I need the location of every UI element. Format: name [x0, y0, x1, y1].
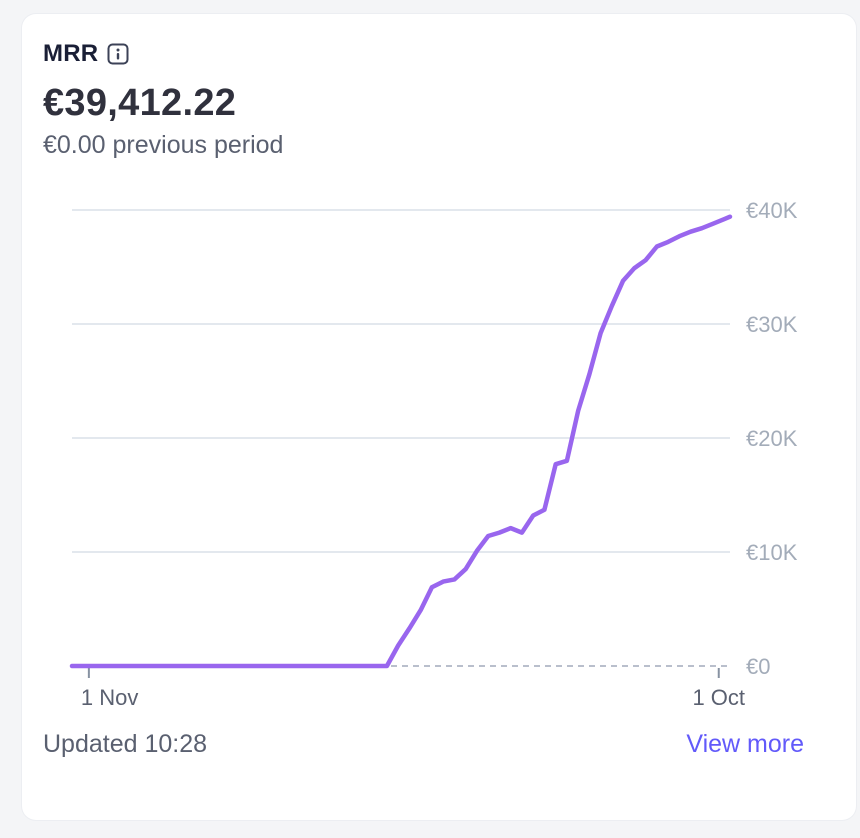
x-axis-ticks: 1 Nov 1 Oct	[81, 668, 745, 710]
card-header: MRR €39,412.22 €0.00 previous period	[43, 40, 283, 160]
view-more-link[interactable]: View more	[686, 730, 804, 758]
chart-series	[69, 214, 733, 669]
info-icon[interactable]	[106, 42, 130, 66]
x-tick-label-0: 1 Nov	[81, 685, 138, 710]
x-tick-label-1: 1 Oct	[692, 685, 745, 710]
y-axis-ticks: €0 €10K €20K €30K €40K	[746, 198, 798, 679]
y-tick-label-4: €40K	[746, 198, 798, 223]
mrr-value: €39,412.22	[43, 82, 237, 124]
updated-time: Updated 10:28	[43, 730, 208, 758]
chart-grid	[72, 209, 730, 667]
mrr-line-chart: €0 €10K €20K €30K €40K 1 Nov 1 Oct	[69, 198, 798, 710]
mrr-card	[22, 14, 856, 820]
series-line-0	[69, 214, 733, 669]
y-tick-label-0: €0	[746, 654, 770, 679]
y-tick-label-1: €10K	[746, 540, 798, 565]
previous-period: €0.00 previous period	[43, 131, 284, 159]
y-tick-label-3: €30K	[746, 312, 798, 337]
title-row: MRR	[43, 40, 283, 68]
y-tick-label-2: €20K	[746, 426, 798, 451]
card-title: MRR	[43, 40, 99, 67]
